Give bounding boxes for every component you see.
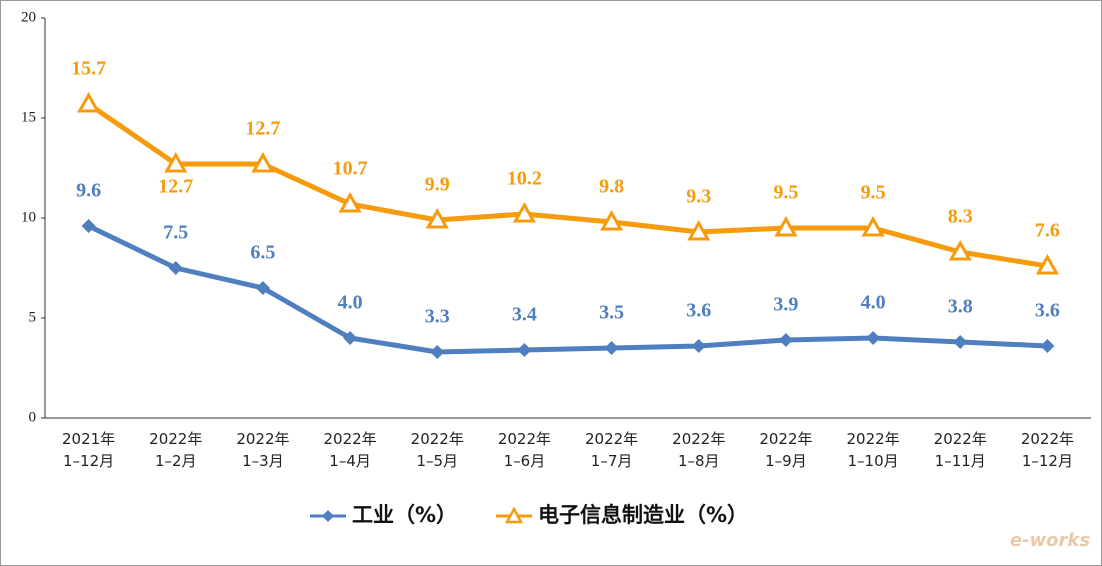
data-label: 6.5 xyxy=(250,242,275,264)
point xyxy=(430,345,445,359)
point xyxy=(338,191,362,213)
x-tick-label: 2022年 1–11月 xyxy=(933,430,987,470)
point xyxy=(953,335,968,349)
data-label: 3.9 xyxy=(773,294,798,316)
data-label: 9.6 xyxy=(76,180,101,202)
point xyxy=(343,331,358,345)
y-tick-label: 20 xyxy=(21,9,36,25)
data-label: 9.8 xyxy=(599,176,624,198)
data-label: 12.7 xyxy=(158,176,193,198)
y-tick-label: 0 xyxy=(29,409,37,425)
point xyxy=(251,151,275,173)
watermark: e-works xyxy=(1010,530,1091,551)
legend-marker xyxy=(322,510,334,522)
data-label: 10.2 xyxy=(507,168,542,190)
data-label: 3.5 xyxy=(599,302,624,324)
point xyxy=(774,215,798,237)
data-label: 3.3 xyxy=(425,306,450,328)
point xyxy=(81,219,96,233)
x-tick-label: 2022年 1–4月 xyxy=(323,430,377,470)
point xyxy=(866,331,881,345)
point xyxy=(600,209,624,231)
x-tick-label: 2022年 1–12月 xyxy=(1020,430,1074,470)
x-tick-label: 2022年 1–8月 xyxy=(672,430,726,470)
point xyxy=(425,207,449,229)
data-label: 7.6 xyxy=(1035,220,1060,242)
point xyxy=(517,343,532,357)
point xyxy=(1035,253,1059,275)
data-label: 4.0 xyxy=(338,292,363,314)
data-label: 3.6 xyxy=(1035,300,1060,322)
point xyxy=(948,239,972,261)
x-tick-label: 2022年 1–9月 xyxy=(759,430,813,470)
data-label: 9.5 xyxy=(773,182,798,204)
x-tick-label: 2022年 1–6月 xyxy=(497,430,551,470)
x-tick-label: 2022年 1–10月 xyxy=(846,430,900,470)
data-label: 15.7 xyxy=(71,58,106,80)
series-line xyxy=(87,101,1048,269)
x-tick-label: 2022年 1–3月 xyxy=(236,430,290,470)
x-tick-label: 2021年 1–12月 xyxy=(61,430,116,470)
y-tick-label: 5 xyxy=(29,309,37,325)
point xyxy=(604,341,619,355)
point xyxy=(861,215,885,237)
point xyxy=(255,281,270,295)
point xyxy=(164,151,188,173)
point xyxy=(687,219,711,241)
y-tick-label: 10 xyxy=(21,209,36,225)
data-label: 3.6 xyxy=(686,300,711,322)
series-line xyxy=(87,223,1048,355)
legend-label: 工业（%） xyxy=(352,503,457,527)
data-label: 10.7 xyxy=(333,158,368,180)
point xyxy=(77,91,101,113)
point xyxy=(168,261,183,275)
data-label: 9.5 xyxy=(861,182,886,204)
data-label: 3.4 xyxy=(512,304,537,326)
x-tick-label: 2022年 1–2月 xyxy=(149,430,203,470)
data-label: 3.8 xyxy=(948,296,973,318)
point xyxy=(512,201,536,223)
data-label: 8.3 xyxy=(948,206,973,228)
x-tick-label: 2022年 1–7月 xyxy=(584,430,639,470)
y-tick-label: 15 xyxy=(21,109,36,125)
data-label: 9.3 xyxy=(686,186,711,208)
x-tick-label: 2022年 1–5月 xyxy=(410,430,464,470)
point xyxy=(1040,339,1055,353)
point xyxy=(691,339,706,353)
data-label: 4.0 xyxy=(861,292,886,314)
data-label: 9.9 xyxy=(425,174,450,196)
data-label: 12.7 xyxy=(245,118,280,140)
data-label: 7.5 xyxy=(163,222,188,244)
point xyxy=(778,333,793,347)
legend-label: 电子信息制造业（%） xyxy=(538,503,748,527)
legend-marker xyxy=(504,506,524,524)
